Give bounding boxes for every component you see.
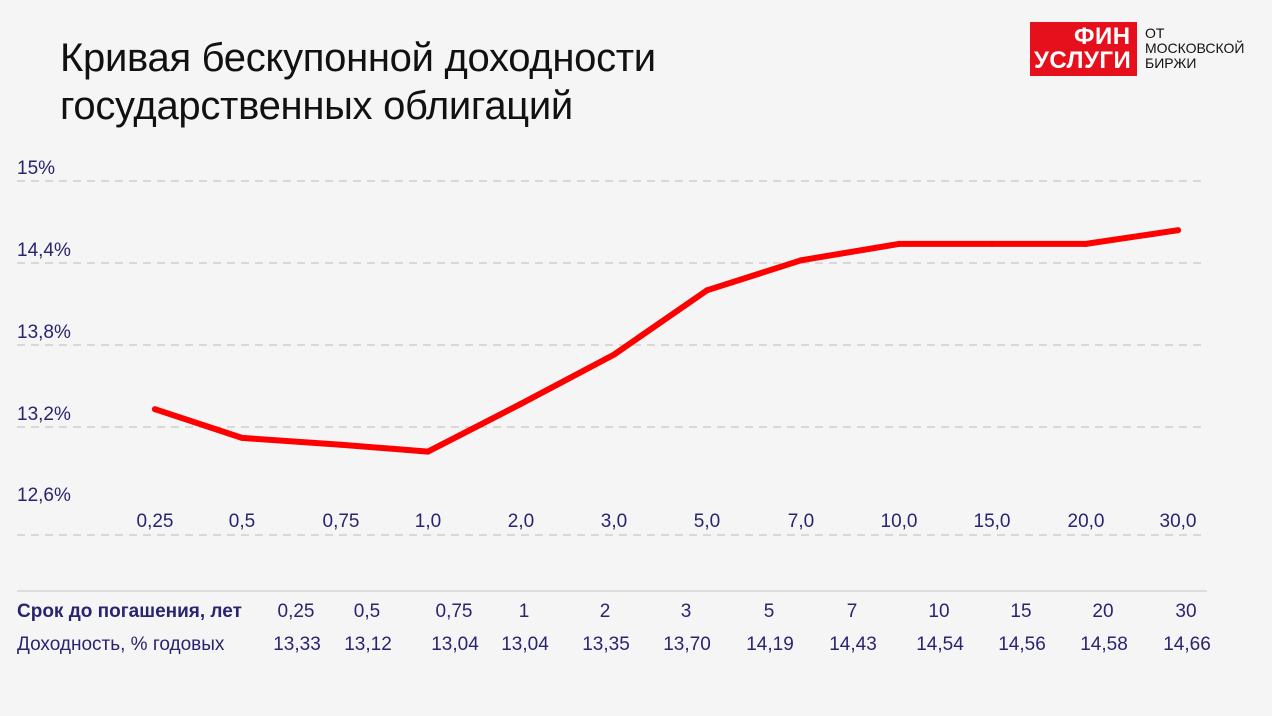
- logo-red-block: ФИН УСЛУГИ: [1030, 22, 1137, 76]
- y-tick-label: 13,8%: [17, 322, 71, 343]
- data-point: [989, 240, 995, 247]
- logo-red-line-2: УСЛУГИ: [1034, 47, 1132, 74]
- data-point: [1175, 227, 1181, 234]
- y-tick-label: 12,6%: [17, 485, 71, 506]
- title-line-2: государственных облигаций: [60, 84, 573, 128]
- x-tick-label: 2,0: [508, 511, 534, 532]
- y-tick-label: 13,2%: [17, 404, 71, 425]
- data-point: [704, 287, 710, 294]
- x-tick-label: 5,0: [694, 511, 720, 532]
- data-point: [425, 448, 431, 455]
- title-line-1: Кривая бескупонной доходности: [60, 36, 656, 80]
- x-tick-label: 15,0: [974, 511, 1011, 532]
- x-tick-label: 0,5: [229, 511, 255, 532]
- data-point: [798, 257, 804, 264]
- logo-caption-line-1: ОТ: [1145, 25, 1165, 41]
- data-point: [1083, 240, 1089, 247]
- logo-red-line-1: ФИН: [1074, 23, 1131, 50]
- x-tick-label: 7,0: [788, 511, 814, 532]
- data-point: [518, 400, 524, 407]
- x-tick-label: 0,75: [323, 511, 360, 532]
- data-point: [239, 434, 245, 441]
- series-line: [152, 227, 1181, 455]
- y-tick-label: 15%: [17, 158, 55, 179]
- data-point: [152, 406, 158, 413]
- x-tick-label: 30,0: [1160, 511, 1197, 532]
- data-point: [896, 240, 902, 247]
- x-tick-label: 3,0: [601, 511, 627, 532]
- x-tick-label: 10,0: [881, 511, 918, 532]
- logo-caption-line-3: БИРЖИ: [1145, 55, 1197, 71]
- x-tick-label: 0,25: [137, 511, 174, 532]
- data-point: [338, 441, 344, 448]
- logo-caption-line-2: МОСКОВСКОЙ: [1145, 40, 1245, 56]
- x-tick-label: 1,0: [415, 511, 441, 532]
- y-tick-label: 14,4%: [17, 240, 71, 261]
- x-tick-label: 20,0: [1068, 511, 1105, 532]
- logo-caption: ОТ МОСКОВСКОЙ БИРЖИ: [1145, 26, 1244, 71]
- data-point: [611, 351, 617, 358]
- chart-title: Кривая бескупонной доходности государств…: [60, 34, 656, 130]
